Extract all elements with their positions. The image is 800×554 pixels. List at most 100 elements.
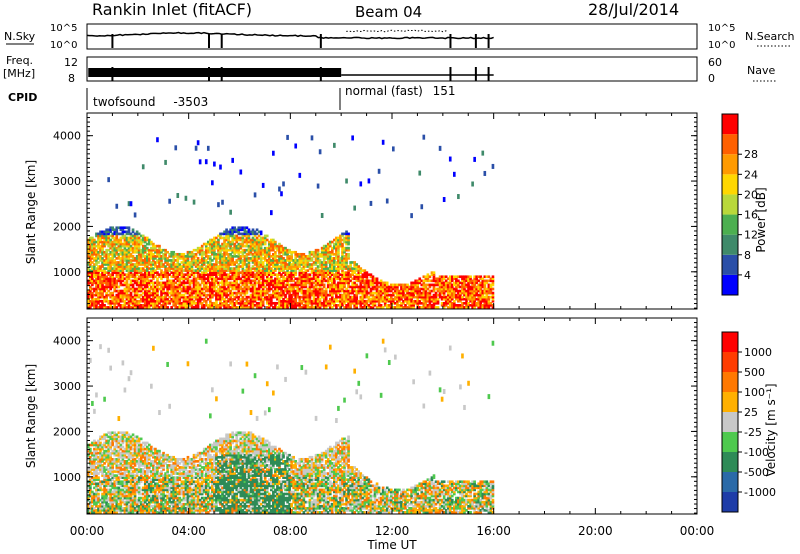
heatmap-cell [174, 263, 178, 266]
heatmap-cell [178, 306, 182, 309]
heatmap-cell [351, 261, 354, 264]
heatmap-cell [335, 269, 338, 272]
heatmap-cell [306, 287, 310, 291]
heatmap-cell [308, 293, 312, 297]
heatmap-cell [241, 261, 245, 264]
heatmap-cell [194, 248, 198, 252]
heatmap-cell [294, 306, 298, 309]
heatmap-cell [331, 291, 334, 295]
heatmap-cell [87, 295, 90, 299]
heatmap-cell [95, 392, 98, 398]
heatmap-cell [174, 145, 178, 151]
heatmap-cell [200, 252, 204, 256]
heatmap-cell [109, 226, 112, 230]
beam-label: Beam 04 [355, 3, 422, 21]
heatmap-cell [131, 265, 135, 268]
heatmap-cell [154, 287, 157, 291]
heatmap-cell [145, 238, 149, 242]
heatmap-cell [168, 295, 171, 299]
heatmap-cell [219, 287, 222, 291]
heatmap-cell [347, 279, 350, 283]
heatmap-cell [314, 252, 318, 256]
heatmap-cell [357, 287, 361, 291]
heatmap-cell [190, 293, 194, 297]
heatmap-cell [353, 285, 356, 289]
heatmap-cell [93, 408, 96, 414]
heatmap-cell [241, 291, 245, 295]
heatmap-cell [87, 291, 90, 295]
heatmap-cell [170, 299, 173, 303]
heatmap-cell [272, 240, 275, 244]
heatmap-cell [89, 269, 92, 272]
heatmap-cell [333, 297, 336, 301]
heatmap-cell [227, 275, 230, 279]
heatmap-cell [229, 248, 232, 252]
heatmap-cell [339, 287, 342, 291]
heatmap-cell [318, 293, 322, 297]
heatmap-cell [115, 279, 119, 283]
heatmap-cell [121, 232, 125, 236]
heatmap-cell [284, 277, 287, 281]
heatmap-cell [109, 269, 112, 272]
heatmap-cell [292, 289, 295, 293]
heatmap-cell [196, 269, 200, 272]
heatmap-cell [99, 275, 102, 279]
heatmap-cell [249, 267, 253, 270]
heatmap-cell [170, 285, 173, 289]
heatmap-cell [166, 250, 169, 254]
heatmap-cell [267, 242, 271, 246]
heatmap-cell [276, 261, 279, 264]
colorbar-tick-label: 8 [744, 249, 751, 262]
heatmap-cell [314, 263, 318, 266]
heatmap-cell [247, 275, 251, 279]
heatmap-cell [113, 306, 117, 309]
heatmap-cell [219, 301, 222, 305]
heatmap-cell [267, 269, 271, 272]
heatmap-cell [162, 287, 165, 291]
heatmap-cell [245, 240, 249, 244]
heatmap-cell [223, 291, 226, 295]
heatmap-cell [241, 248, 245, 252]
heatmap-cell [310, 281, 314, 285]
heatmap-cell [274, 240, 277, 244]
heatmap-cell [282, 271, 285, 274]
heatmap-cell [231, 301, 234, 305]
heatmap-cell [349, 295, 352, 299]
heatmap-cell [192, 299, 196, 303]
heatmap-cell [160, 248, 163, 252]
heatmap-cell [101, 281, 104, 285]
heatmap-cell [272, 285, 275, 289]
heatmap-cell [101, 244, 104, 248]
heatmap-cell [119, 259, 123, 262]
heatmap-cell [211, 275, 214, 279]
heatmap-cell [337, 246, 340, 250]
heatmap-cell [213, 267, 216, 270]
heatmap-cell [160, 275, 163, 279]
heatmap-cell [196, 246, 200, 250]
heatmap-cell [341, 273, 344, 277]
heatmap-cell [194, 265, 198, 268]
heatmap-cell [347, 299, 350, 303]
heatmap-cell [457, 194, 460, 200]
heatmap-cell [280, 257, 283, 260]
heatmap-cell [341, 246, 344, 250]
heatmap-cell [219, 285, 222, 289]
heatmap-cell [290, 301, 293, 305]
nave-right-tick-top: 60 [708, 56, 722, 69]
heatmap-cell [223, 287, 226, 291]
heatmap-cell [280, 259, 283, 262]
heatmap-cell [491, 291, 495, 295]
heatmap-cell [89, 293, 92, 297]
heatmap-cell [213, 255, 216, 258]
heatmap-cell [150, 297, 153, 301]
heatmap-cell [345, 238, 348, 242]
heatmap-cell [95, 261, 98, 264]
heatmap-cell [335, 236, 338, 240]
heatmap-cell [314, 293, 318, 297]
y-tick-label: 1000 [53, 266, 81, 279]
heatmap-cell [227, 281, 230, 285]
heatmap-cell [223, 273, 226, 277]
heatmap-cell [251, 304, 255, 307]
heatmap-cell [233, 273, 237, 277]
heatmap-cell [257, 263, 261, 266]
